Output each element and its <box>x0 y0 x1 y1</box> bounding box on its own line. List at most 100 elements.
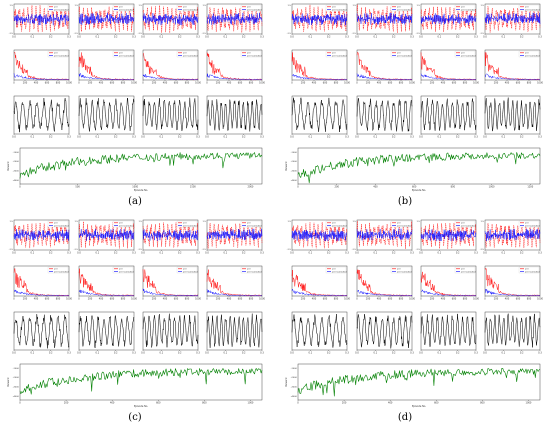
row1-xtick-label: 0.3 <box>132 252 136 255</box>
row2-subplot: 0 200 400 600 800 1000 a(t)a(t) Controlled <box>420 265 479 301</box>
row1-ytick-label: -1.5 <box>480 33 485 35</box>
row2-xtick-label: 800 <box>527 298 532 301</box>
series-controlled-spectrum <box>420 73 477 81</box>
row3-xtick-label: 0.2 <box>327 352 331 355</box>
legend-label-controlled: a(t) Controlled <box>54 54 69 57</box>
legend-box <box>454 4 476 12</box>
reward-ytick-label: -3000 <box>13 170 20 172</box>
series-action <box>142 313 199 348</box>
legend-label-uncontrolled: a(t) <box>119 6 123 9</box>
reward-xtick-label: 800 <box>202 402 207 405</box>
row1-ytick-label: 1.5 <box>74 221 78 223</box>
series-controlled <box>78 228 135 242</box>
legend-box <box>390 50 412 58</box>
row3-xtick-label: 0.0 <box>12 352 16 355</box>
row2-xtick-label: 200 <box>152 82 157 85</box>
row1-xtick-label: 0.3 <box>538 36 542 39</box>
row2-xtick-label: 0 <box>291 82 293 85</box>
row1-ytick-label: 1.5 <box>352 5 356 7</box>
row2-xtick-label: 1000 <box>66 298 72 301</box>
row1-ytick-label: -1.5 <box>480 249 485 251</box>
row2-xtick-label: 200 <box>494 298 499 301</box>
series-uncontrolled-spectrum <box>14 52 70 81</box>
series-uncontrolled-spectrum <box>206 52 263 81</box>
legend-box <box>112 220 134 228</box>
series-controlled <box>142 229 199 242</box>
row2-xtick-label: 400 <box>441 298 446 301</box>
row1-ytick-label: 1.5 <box>138 5 142 7</box>
row1-xtick-label: 0.2 <box>327 36 331 39</box>
legend-box <box>176 4 198 12</box>
series-controlled <box>206 228 263 241</box>
panel-2: 1.5-1.50.0 0.1 0.2 0.3a(t)a(t) Controlled1.… <box>7 219 265 408</box>
row1-xtick-label: 0.1 <box>502 36 506 39</box>
series-controlled-spectrum <box>291 73 347 81</box>
row3-xtick-label: 0.3 <box>538 352 542 355</box>
series-reward <box>297 367 541 397</box>
row1-xtick-label: 0.2 <box>520 252 524 255</box>
row1-subplot: 1.5 -1.50.0 0.1 0.2 0.3 a(t)a(t) Controlled <box>480 3 542 39</box>
row2-xtick-label: 800 <box>121 82 126 85</box>
row2-xtick-label: 1000 <box>344 82 350 85</box>
series-controlled <box>78 12 135 26</box>
row1-xtick-label: 0.0 <box>12 36 16 39</box>
row1-xtick-label: 0.1 <box>160 252 164 255</box>
row1-ytick-label: 1.5 <box>9 5 13 7</box>
legend-box <box>47 266 69 274</box>
row1-ytick-label: 1.5 <box>416 5 420 7</box>
legend-label-uncontrolled: a(t) <box>525 268 529 271</box>
row3-subplot: 0.0 0.1 0.2 0.3 <box>77 311 136 355</box>
row3-xtick-label: 0.0 <box>141 136 145 139</box>
row1-xtick-label: 0.2 <box>327 252 331 255</box>
row1-subplot: 1.5 -1.50.0 0.1 0.2 0.3 a(t)a(t) Controlled <box>138 219 200 255</box>
legend-box <box>176 266 198 274</box>
row3-xtick-label: 0.1 <box>374 136 378 139</box>
row1-subplot: 1.5 -1.50.0 0.1 0.2 0.3 a(t)a(t) Controlled <box>9 219 71 255</box>
row2-xtick-label: 800 <box>56 298 61 301</box>
legend-label-uncontrolled: a(t) <box>119 222 123 225</box>
series-controlled-spectrum <box>78 73 135 81</box>
row1-xtick-label: 0.3 <box>474 36 478 39</box>
row3-subplot: 0.0 0.1 0.2 0.3 <box>355 95 414 139</box>
row3-xtick-label: 0.1 <box>96 136 100 139</box>
reward-xtick-label: 1200 <box>527 186 533 189</box>
series-action <box>484 97 541 132</box>
row2-xtick-label: 0 <box>420 82 422 85</box>
row2-xtick-label: 200 <box>88 298 93 301</box>
legend-box <box>390 266 412 274</box>
row2-subplot: 0 200 400 600 800 1000 a(t)a(t) Controlled <box>78 265 137 301</box>
row1-subplot: 1.5 -1.50.0 0.1 0.2 0.3 a(t)a(t) Controlled <box>287 3 349 39</box>
legend-box <box>518 50 540 58</box>
reward-xlabel: Episode No. <box>412 405 426 408</box>
row2-xtick-label: 0 <box>356 298 358 301</box>
legend-box <box>176 50 198 58</box>
row3-xtick-label: 0.3 <box>345 352 349 355</box>
row3-subplot: 0.0 0.1 0.2 0.3 <box>483 95 542 139</box>
legend-label-controlled: a(t) Controlled <box>525 270 540 273</box>
row1-ytick-label: 1.5 <box>480 221 484 223</box>
row1-ytick-label: -1.5 <box>138 33 143 35</box>
row3-xtick-label: 0.2 <box>327 136 331 139</box>
row3-xtick-label: 0.0 <box>290 136 294 139</box>
series-reward <box>19 152 263 179</box>
row2-xtick-label: 1000 <box>259 298 265 301</box>
row2-xtick-label: 400 <box>312 298 317 301</box>
row1-xtick-label: 0.1 <box>374 36 378 39</box>
series-uncontrolled-spectrum <box>142 269 199 297</box>
legend-label-uncontrolled: a(t) <box>461 6 465 9</box>
legend-box <box>112 4 134 12</box>
series-uncontrolled <box>291 4 348 33</box>
series-controlled-spectrum <box>13 289 70 297</box>
row1-xtick-label: 0.3 <box>67 252 71 255</box>
row1-ytick-label: -1.5 <box>287 249 292 251</box>
series-controlled-spectrum <box>485 73 541 81</box>
series-uncontrolled <box>206 221 263 249</box>
row3-axes <box>420 95 477 135</box>
row3-xtick-label: 0.2 <box>49 136 53 139</box>
row3-xtick-label: 0.0 <box>483 136 487 139</box>
reward-xtick-label: 1000 <box>248 402 254 405</box>
row2-subplot: 0 200 400 600 800 1000 a(t)a(t) Controlled <box>78 49 137 85</box>
legend-label-uncontrolled: a(t) <box>247 6 251 9</box>
series-controlled-spectrum <box>78 289 135 297</box>
row2-xtick-label: 800 <box>185 298 190 301</box>
